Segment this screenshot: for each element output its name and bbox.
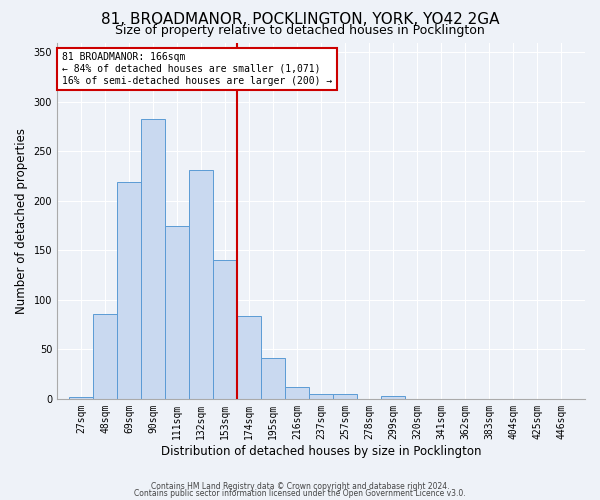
Bar xyxy=(189,170,213,399)
Bar xyxy=(141,118,165,399)
Bar xyxy=(237,316,261,399)
Bar xyxy=(213,260,237,399)
Bar xyxy=(333,394,357,399)
Bar xyxy=(93,314,117,399)
X-axis label: Distribution of detached houses by size in Pocklington: Distribution of detached houses by size … xyxy=(161,444,481,458)
Bar xyxy=(381,396,405,399)
Text: Contains HM Land Registry data © Crown copyright and database right 2024.: Contains HM Land Registry data © Crown c… xyxy=(151,482,449,491)
Text: Size of property relative to detached houses in Pocklington: Size of property relative to detached ho… xyxy=(115,24,485,37)
Bar xyxy=(261,358,285,399)
Bar xyxy=(309,394,333,399)
Y-axis label: Number of detached properties: Number of detached properties xyxy=(15,128,28,314)
Bar xyxy=(117,182,141,399)
Bar xyxy=(165,226,189,399)
Text: 81, BROADMANOR, POCKLINGTON, YORK, YO42 2GA: 81, BROADMANOR, POCKLINGTON, YORK, YO42 … xyxy=(101,12,499,28)
Text: Contains public sector information licensed under the Open Government Licence v3: Contains public sector information licen… xyxy=(134,490,466,498)
Text: 81 BROADMANOR: 166sqm
← 84% of detached houses are smaller (1,071)
16% of semi-d: 81 BROADMANOR: 166sqm ← 84% of detached … xyxy=(62,52,332,86)
Bar xyxy=(69,397,93,399)
Bar xyxy=(285,387,309,399)
